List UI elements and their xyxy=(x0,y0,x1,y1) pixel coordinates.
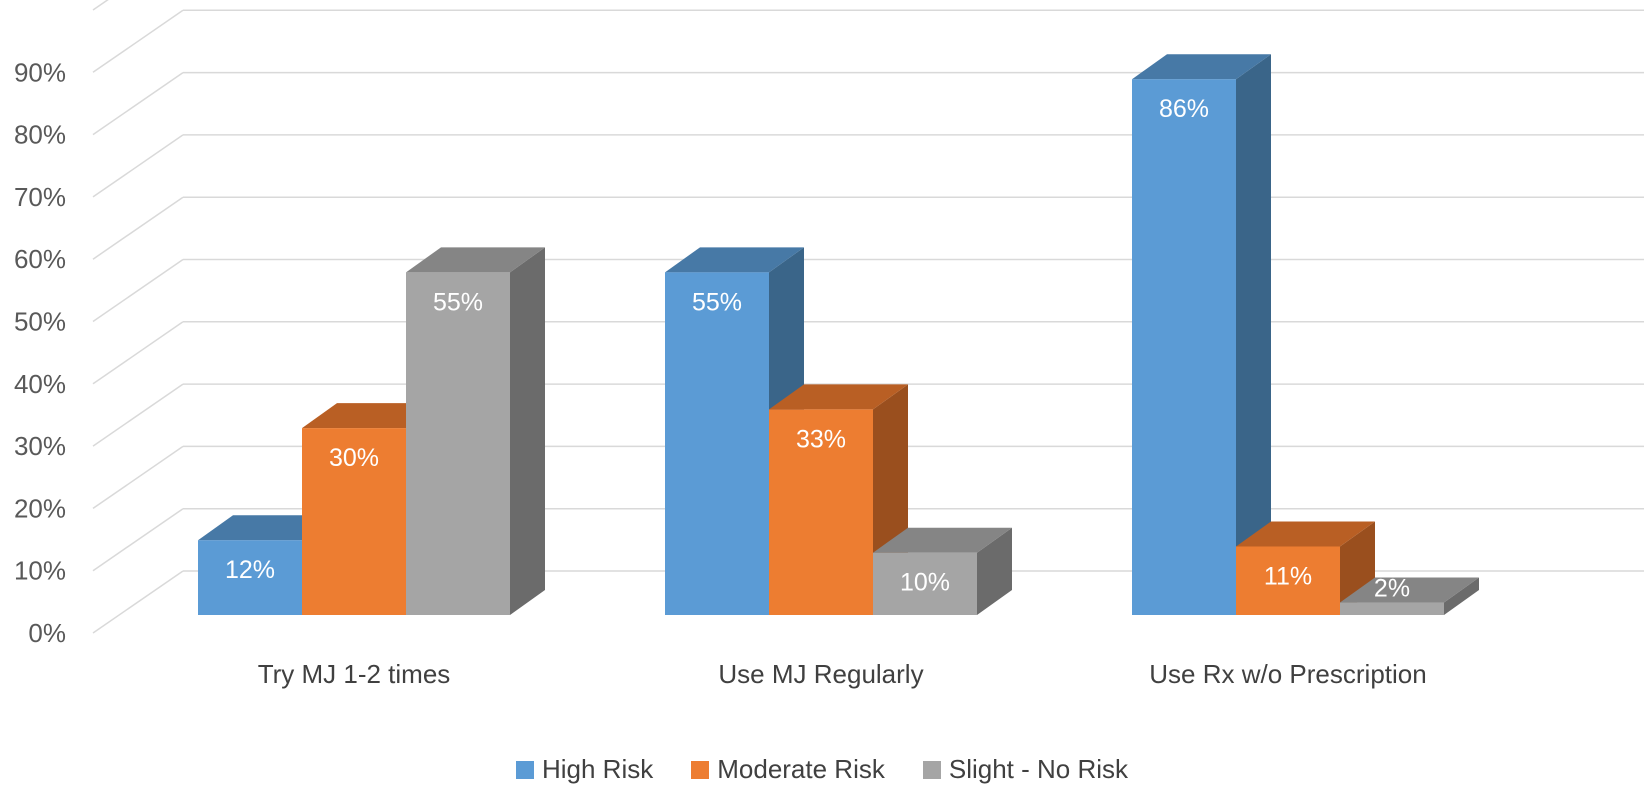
bar xyxy=(1236,546,1340,615)
bar xyxy=(1340,602,1444,615)
bar xyxy=(873,552,977,615)
y-tick-label: 80% xyxy=(14,120,66,150)
bar-side xyxy=(1236,54,1271,616)
y-tick-label: 50% xyxy=(14,307,66,337)
bar-side xyxy=(510,247,545,615)
legend-swatch-slight-no-risk xyxy=(922,760,941,779)
category-label: Try MJ 1-2 times xyxy=(258,659,451,689)
bar-top xyxy=(769,384,908,410)
bar-side xyxy=(977,527,1012,615)
gridline-side xyxy=(92,508,184,572)
data-label: 10% xyxy=(900,569,950,597)
legend-label-high-risk: High Risk xyxy=(541,754,654,784)
gridline-side xyxy=(92,570,184,634)
gridline-side xyxy=(92,445,184,510)
data-label: 55% xyxy=(433,288,483,316)
legend-item-moderate-risk: Moderate Risk xyxy=(691,754,885,785)
y-tick-label: 10% xyxy=(14,556,66,586)
bar xyxy=(665,272,769,615)
legend-item-slight-no-risk: Slight - No Risk xyxy=(922,754,1129,785)
legend-swatch-moderate-risk xyxy=(691,760,710,779)
data-label: 30% xyxy=(329,444,379,472)
bar xyxy=(302,428,406,615)
y-tick-label: 40% xyxy=(14,369,66,399)
data-label: 55% xyxy=(692,288,742,316)
y-tick-label: 60% xyxy=(14,244,66,274)
data-label: 86% xyxy=(1159,95,1209,123)
data-label: 2% xyxy=(1374,575,1410,603)
bar-top xyxy=(873,527,1012,553)
bar xyxy=(1132,79,1236,616)
y-tick-label: 70% xyxy=(14,182,66,212)
y-tick-label: 0% xyxy=(28,618,66,648)
category-label: Use Rx w/o Prescription xyxy=(1149,659,1426,689)
bar-top xyxy=(1340,577,1479,603)
bar-top xyxy=(1236,521,1375,547)
bar xyxy=(769,409,873,615)
gridline-side xyxy=(92,383,184,447)
data-label: 12% xyxy=(225,556,275,584)
bar-side xyxy=(1444,577,1479,615)
gridline-side xyxy=(92,321,184,385)
bar-top xyxy=(665,247,804,273)
y-tick-label: 30% xyxy=(14,431,66,461)
data-label: 33% xyxy=(796,425,846,453)
y-tick-label: 90% xyxy=(14,57,66,87)
bar xyxy=(406,272,510,615)
gridline-side xyxy=(92,9,184,73)
data-label: 11% xyxy=(1264,562,1312,590)
legend-item-high-risk: High Risk xyxy=(515,754,654,785)
bar xyxy=(198,540,302,615)
bar-top xyxy=(406,247,545,273)
gridline-side xyxy=(92,0,109,11)
gridline-side xyxy=(92,196,184,260)
gridline-side xyxy=(92,134,184,198)
legend: High Risk Moderate Risk Slight - No Risk xyxy=(0,754,1644,785)
gridline-side xyxy=(92,71,184,136)
legend-label-slight-no-risk: Slight - No Risk xyxy=(948,754,1129,784)
legend-label-moderate-risk: Moderate Risk xyxy=(717,754,885,784)
category-label: Use MJ Regularly xyxy=(718,659,923,689)
gridline-side xyxy=(92,258,184,323)
bar-top xyxy=(1132,54,1271,80)
legend-swatch-high-risk xyxy=(515,760,534,779)
y-tick-label: 20% xyxy=(14,493,66,523)
